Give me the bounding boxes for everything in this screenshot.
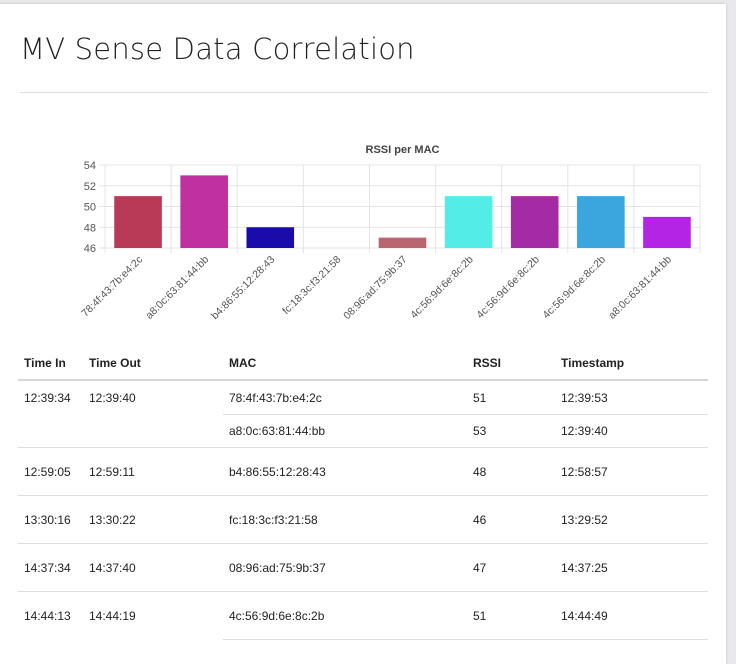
cell-mac: fc:18:3c:f3:21:58 [223,495,467,544]
table-row: 12:39:34 12:39:40 78:4f:43:7b:e4:2c 51 12:39… [18,380,708,415]
cell-rssi: 51 [467,380,555,415]
x-tick-label: 78:4f:43:7b:e4:2c [79,254,145,320]
x-tick-label: a8:0c:63:81:44:bb [143,254,211,322]
x-tick-label: b4:86:55:12:28:43 [209,254,277,322]
table-row: a8:0c:63:81:44:bb 53 12:39:40 [18,414,708,448]
x-tick-label: fc:18:3c:f3:21:58 [280,254,343,317]
page-title: MV Sense Data Correlation [20,32,415,66]
rssi-bar-chart: RSSI per MAC464850525478:4f:43:7b:e4:2ca… [79,144,701,322]
table-row: 14:44:13 14:44:19 4c:56:9d:6e:8c:2b 51 14:44… [18,591,708,640]
table-body: 12:39:34 12:39:40 78:4f:43:7b:e4:2c 51 12:39… [18,380,708,640]
correlation-table: Time In Time Out MAC RSSI Timestamp 12:3… [18,346,708,640]
cell-timestamp: 12:39:40 [555,414,708,448]
x-tick-label: 4c:56:9d:6e:8c:2b [474,254,542,322]
cell-mac: 08:96:ad:75:9b:37 [223,543,467,592]
header-rssi: RSSI [467,346,555,381]
bar [378,237,427,248]
cell-time-in: 12:59:05 [18,447,83,496]
cell-mac: 78:4f:43:7b:e4:2c [223,380,467,415]
bar [577,196,625,248]
y-tick-label: 54 [84,160,96,172]
cell-mac: 4c:56:9d:6e:8c:2b [223,591,467,640]
x-tick-label: 08:96:ad:75:9b:37 [341,254,409,322]
title-divider [20,92,708,93]
y-tick-label: 48 [84,222,96,234]
table-row: 13:30:16 13:30:22 fc:18:3c:f3:21:58 46 13:29… [18,495,708,544]
x-tick-label: a8:0c:63:81:44:bb [606,254,674,322]
cell-time-in [18,415,83,448]
header-time-in: Time In [18,346,83,381]
cell-rssi: 46 [467,495,555,544]
cell-rssi: 53 [467,414,555,448]
cell-time-in: 14:44:13 [18,591,83,640]
cell-time-out: 12:59:11 [83,447,223,496]
cell-time-out: 12:39:40 [89,390,136,405]
x-tick-label: 4c:56:9d:6e:8c:2b [540,254,608,322]
cell-time-in: 14:37:34 [18,543,83,592]
bar [444,196,493,248]
bar [510,196,559,248]
bar [114,196,162,248]
cell-rssi: 48 [467,447,555,496]
cell-time-out [83,415,223,448]
cell-time-out: 13:30:22 [83,495,223,544]
cell-rssi: 51 [467,591,555,640]
y-tick-label: 52 [84,181,96,193]
cell-time-in: 12:39:34 [24,390,71,405]
cell-timestamp: 13:29:52 [555,495,708,544]
bar [643,216,691,248]
y-tick-label: 46 [84,243,96,255]
chart-title: RSSI per MAC [366,144,440,156]
cell-timestamp: 14:37:25 [555,543,708,592]
cell-time-out: 14:44:19 [83,591,223,640]
bar [180,175,228,248]
header-mac: MAC [223,346,467,381]
table-header-row: Time In Time Out MAC RSSI Timestamp [18,346,708,381]
header-time-out: Time Out [83,346,223,381]
cell-mac: a8:0c:63:81:44:bb [223,414,467,448]
table-row: 12:59:05 12:59:11 b4:86:55:12:28:43 48 12:58… [18,447,708,496]
header-timestamp: Timestamp [555,346,708,381]
bar [246,227,295,248]
cell-mac: b4:86:55:12:28:43 [223,447,467,496]
cell-timestamp: 12:39:53 [555,380,708,415]
cell-timestamp: 12:58:57 [555,447,708,496]
cell-rssi: 47 [467,543,555,592]
cell-time-out: 14:37:40 [83,543,223,592]
cell-timestamp: 14:44:49 [555,591,708,640]
cell-time-in: 13:30:16 [18,495,83,544]
table-row: 14:37:34 14:37:40 08:96:ad:75:9b:37 47 14:37… [18,543,708,592]
x-tick-label: 4c:56:9d:6e:8c:2b [408,254,476,322]
y-tick-label: 50 [84,202,96,214]
